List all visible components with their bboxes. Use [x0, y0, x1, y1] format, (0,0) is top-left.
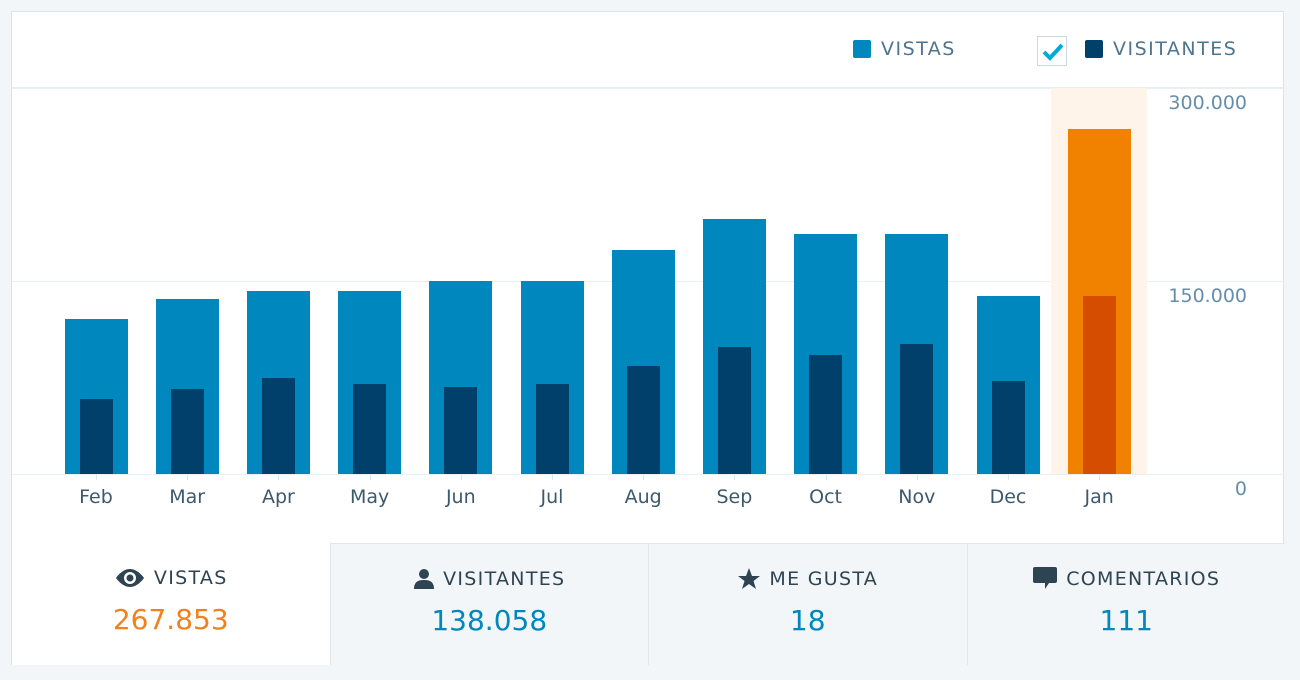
tab-comentarios[interactable]: COMENTARIOS 111 [966, 543, 1285, 665]
y-tick-label: 300.000 [1168, 92, 1247, 114]
bar-chart: 300.000 150.000 0 Feb Mar Apr May Jun Jul Aug Sep O… [12, 88, 1285, 548]
visitors-bar-oct[interactable] [809, 354, 843, 474]
tab-label-text: VISITANTES [443, 568, 566, 590]
x-tick-mark [96, 475, 97, 480]
stats-card: VISTAS VISITANTES 300.000 150.000 0 Feb Mar A… [11, 11, 1285, 665]
x-tick-label: Jun [445, 486, 476, 508]
x-tick-mark [1008, 475, 1009, 480]
legend-views-label: VISTAS [881, 38, 956, 60]
star-icon [737, 567, 769, 591]
tab-me-gusta[interactable]: ME GUSTA 18 [648, 543, 967, 665]
chart-legend: VISTAS VISITANTES [12, 12, 1283, 88]
x-tick-label: Aug [624, 486, 662, 508]
x-tick-label: Jul [540, 486, 564, 508]
y-tick-label: 150.000 [1168, 285, 1247, 307]
tab-label: ME GUSTA [737, 566, 878, 592]
legend-views: VISTAS [853, 38, 956, 60]
tab-value: 111 [1099, 604, 1153, 637]
x-tick-label: Sep [716, 486, 753, 508]
views-swatch [853, 40, 871, 58]
visitors-bar-jan[interactable] [1082, 296, 1116, 474]
visitors-bar-mar[interactable] [170, 389, 204, 474]
visitors-bar-sep[interactable] [717, 347, 751, 474]
visitors-bar-aug[interactable] [626, 365, 660, 474]
x-tick-mark [187, 475, 189, 480]
tab-value: 267.853 [112, 603, 229, 636]
x-tick-mark [734, 475, 736, 480]
visitors-bar-jul[interactable] [535, 383, 569, 474]
visitors-bar-may[interactable] [353, 383, 387, 474]
tab-vistas[interactable]: VISTAS 267.853 [12, 543, 330, 665]
x-tick-mark [643, 475, 645, 480]
visitors-bar-apr[interactable] [261, 378, 295, 474]
stats-tabs: VISTAS 267.853 VISITANTES 138.058 ME GUSTA 18… [12, 543, 1285, 665]
x-tick-label: Feb [79, 486, 113, 508]
tab-label-text: VISTAS [153, 567, 228, 589]
visitors-bar-dec[interactable] [991, 381, 1025, 474]
tab-label: VISTAS [114, 565, 228, 591]
comment-icon [1032, 566, 1066, 592]
legend-visitors-label: VISITANTES [1113, 38, 1238, 60]
person-icon [413, 568, 443, 590]
checkmark-icon [1042, 43, 1064, 61]
tab-label-text: COMENTARIOS [1066, 568, 1221, 590]
x-tick-mark [278, 475, 280, 480]
visitors-swatch [1085, 40, 1103, 58]
gridline [12, 474, 1285, 475]
tab-label: VISITANTES [413, 566, 565, 592]
x-tick-mark [369, 475, 371, 480]
tab-value: 18 [789, 604, 826, 637]
eye-icon [114, 568, 154, 588]
x-tick-mark [916, 475, 918, 480]
visitors-bar-feb[interactable] [79, 399, 113, 474]
visitors-bar-jun[interactable] [444, 386, 478, 474]
visitors-checkbox[interactable] [1037, 36, 1067, 66]
x-tick-label: May [349, 486, 390, 508]
x-tick-label: Jan [1084, 486, 1114, 508]
y-tick-label: 0 [1234, 478, 1247, 500]
x-tick-label: Dec [989, 486, 1027, 508]
x-tick-mark [460, 475, 462, 480]
tab-label: COMENTARIOS [1032, 566, 1220, 592]
tab-value: 138.058 [431, 604, 548, 637]
x-tick-label: Apr [261, 486, 295, 508]
tab-label-text: ME GUSTA [769, 568, 879, 590]
x-tick-mark [552, 475, 553, 480]
x-tick-label: Nov [898, 486, 936, 508]
x-tick-mark [825, 475, 827, 480]
gridline [12, 88, 1285, 89]
legend-visitors: VISITANTES [1085, 38, 1237, 60]
x-tick-mark [1099, 475, 1101, 480]
x-tick-label: Oct [809, 486, 843, 508]
visitors-bar-nov[interactable] [900, 344, 934, 474]
x-tick-label: Mar [169, 486, 206, 508]
tab-visitantes[interactable]: VISITANTES 138.058 [329, 543, 648, 665]
